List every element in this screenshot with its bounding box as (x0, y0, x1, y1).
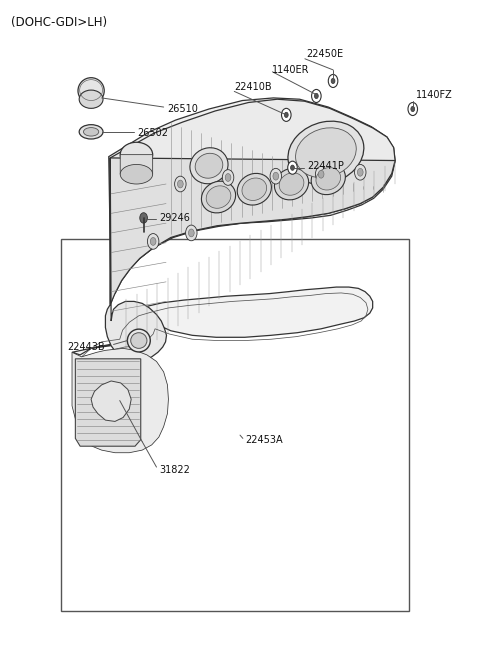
Ellipse shape (296, 128, 356, 178)
Ellipse shape (120, 164, 153, 184)
Polygon shape (109, 98, 395, 303)
Text: 1140FZ: 1140FZ (416, 90, 452, 100)
Ellipse shape (79, 124, 103, 139)
Polygon shape (120, 155, 153, 174)
Circle shape (147, 234, 159, 250)
Ellipse shape (78, 78, 104, 103)
Circle shape (270, 168, 281, 184)
Text: 26510: 26510 (168, 104, 198, 114)
Ellipse shape (120, 142, 153, 167)
Circle shape (318, 170, 324, 178)
Ellipse shape (288, 121, 364, 184)
Circle shape (178, 180, 183, 188)
Ellipse shape (195, 153, 223, 178)
Text: 22453A: 22453A (245, 435, 282, 445)
Ellipse shape (131, 333, 147, 348)
Circle shape (175, 176, 186, 192)
Text: 31822: 31822 (159, 464, 190, 475)
Ellipse shape (206, 186, 231, 208)
Circle shape (273, 172, 279, 180)
Polygon shape (106, 158, 167, 362)
Text: 22410B: 22410B (234, 83, 272, 92)
Text: 22443B: 22443B (67, 342, 105, 352)
Polygon shape (110, 158, 395, 305)
Ellipse shape (190, 148, 228, 184)
Ellipse shape (311, 163, 346, 195)
Circle shape (222, 170, 234, 185)
Circle shape (281, 108, 291, 121)
Bar (61, 240, 409, 611)
Ellipse shape (237, 174, 271, 205)
Polygon shape (75, 359, 141, 446)
Ellipse shape (127, 329, 150, 352)
Text: (DOHC-GDI>LH): (DOHC-GDI>LH) (11, 16, 107, 29)
Text: 22450E: 22450E (306, 48, 343, 58)
Text: 29246: 29246 (159, 213, 190, 223)
Circle shape (355, 164, 366, 180)
Polygon shape (110, 99, 395, 293)
Polygon shape (72, 348, 168, 453)
Circle shape (290, 165, 294, 170)
Ellipse shape (279, 173, 304, 195)
Circle shape (284, 112, 288, 117)
Circle shape (189, 229, 194, 237)
Ellipse shape (242, 178, 267, 200)
Polygon shape (72, 287, 372, 355)
Ellipse shape (79, 90, 103, 108)
Text: 22441P: 22441P (307, 160, 344, 171)
Text: 26502: 26502 (137, 128, 168, 138)
Ellipse shape (316, 168, 341, 190)
Ellipse shape (202, 181, 236, 213)
Circle shape (140, 213, 147, 223)
Circle shape (328, 75, 338, 88)
Circle shape (411, 106, 415, 111)
Circle shape (186, 225, 197, 241)
Circle shape (408, 102, 418, 115)
Circle shape (288, 161, 297, 174)
Circle shape (314, 94, 318, 98)
Text: 1140ER: 1140ER (273, 65, 310, 75)
Circle shape (312, 90, 321, 102)
Ellipse shape (84, 128, 99, 136)
Circle shape (315, 166, 327, 182)
Circle shape (150, 238, 156, 246)
Circle shape (358, 168, 363, 176)
Ellipse shape (275, 168, 309, 200)
Circle shape (331, 79, 335, 84)
Circle shape (225, 174, 231, 181)
Polygon shape (91, 381, 131, 421)
